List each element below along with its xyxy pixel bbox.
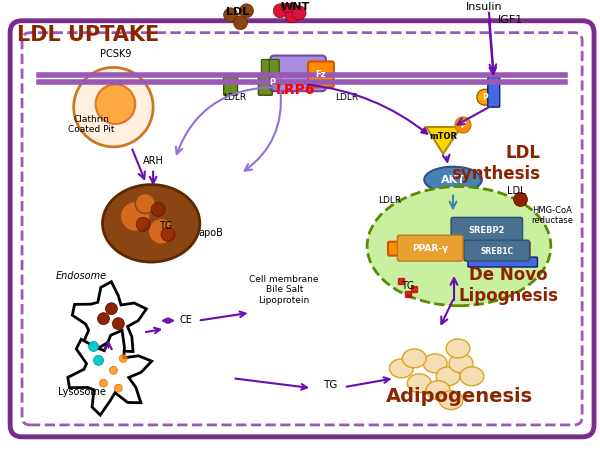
Text: LRP6: LRP6 — [275, 83, 315, 97]
Circle shape — [455, 117, 471, 133]
Text: Fz: Fz — [316, 70, 326, 79]
Circle shape — [151, 202, 165, 216]
Circle shape — [89, 342, 98, 351]
Circle shape — [136, 217, 150, 231]
Ellipse shape — [103, 184, 200, 262]
Circle shape — [281, 0, 295, 13]
Text: P: P — [460, 121, 466, 130]
Text: LDL: LDL — [507, 185, 526, 196]
FancyBboxPatch shape — [388, 242, 530, 256]
Ellipse shape — [389, 359, 413, 378]
Circle shape — [239, 4, 253, 18]
Polygon shape — [68, 330, 152, 415]
Circle shape — [115, 384, 122, 392]
Circle shape — [263, 73, 281, 91]
Circle shape — [112, 318, 124, 329]
Text: Lysosome: Lysosome — [58, 387, 106, 397]
Text: HMG-CoA
reductase: HMG-CoA reductase — [532, 206, 574, 225]
Circle shape — [94, 356, 103, 365]
Ellipse shape — [407, 374, 431, 393]
Text: LDLR: LDLR — [378, 197, 401, 206]
Text: Insulin: Insulin — [466, 2, 502, 12]
Text: De Novo
Lipognesis: De Novo Lipognesis — [458, 266, 559, 305]
Circle shape — [224, 8, 238, 22]
Text: CE: CE — [179, 315, 193, 324]
Circle shape — [100, 379, 107, 387]
FancyBboxPatch shape — [271, 55, 326, 91]
Text: Cell membrane
Bile Salt
Lipoprotein: Cell membrane Bile Salt Lipoprotein — [250, 275, 319, 305]
Circle shape — [477, 89, 493, 105]
Ellipse shape — [446, 339, 470, 358]
Ellipse shape — [423, 354, 447, 373]
Circle shape — [135, 194, 155, 213]
Circle shape — [161, 227, 175, 241]
Circle shape — [95, 84, 135, 124]
Circle shape — [98, 313, 109, 324]
Text: SREB1C: SREB1C — [480, 247, 513, 256]
Text: apoB: apoB — [198, 228, 223, 238]
Text: LDLR: LDLR — [335, 93, 358, 102]
Circle shape — [285, 9, 299, 23]
FancyBboxPatch shape — [468, 257, 538, 267]
FancyBboxPatch shape — [262, 59, 271, 75]
Circle shape — [233, 16, 247, 30]
Ellipse shape — [439, 391, 463, 410]
Text: PCSK9: PCSK9 — [100, 50, 131, 59]
FancyBboxPatch shape — [464, 240, 529, 261]
Ellipse shape — [460, 367, 484, 386]
Text: P: P — [269, 78, 275, 87]
Text: mTOR: mTOR — [429, 132, 457, 141]
Circle shape — [514, 193, 527, 207]
Ellipse shape — [424, 166, 482, 193]
Polygon shape — [426, 127, 461, 154]
Ellipse shape — [436, 367, 460, 386]
Circle shape — [121, 202, 150, 231]
Circle shape — [119, 355, 127, 362]
Text: LDLR: LDLR — [223, 93, 246, 102]
Text: Endosome: Endosome — [56, 271, 107, 281]
Circle shape — [292, 6, 306, 20]
Text: SREBP2: SREBP2 — [469, 226, 505, 235]
Ellipse shape — [403, 349, 426, 368]
Ellipse shape — [426, 381, 450, 400]
Text: LDL
synthesis: LDL synthesis — [451, 144, 541, 183]
Text: LDL UPTAKE: LDL UPTAKE — [17, 25, 160, 45]
Text: WNT: WNT — [281, 2, 310, 12]
Text: LDL: LDL — [226, 7, 249, 17]
Text: ARH: ARH — [143, 156, 164, 166]
Circle shape — [109, 366, 118, 374]
Circle shape — [273, 4, 287, 18]
FancyBboxPatch shape — [397, 235, 463, 261]
Text: PPAR-γ: PPAR-γ — [412, 243, 448, 252]
FancyBboxPatch shape — [308, 62, 334, 87]
Text: IGF1: IGF1 — [498, 15, 523, 25]
Circle shape — [106, 303, 118, 315]
FancyBboxPatch shape — [488, 77, 500, 107]
Ellipse shape — [449, 354, 473, 373]
Circle shape — [74, 68, 153, 147]
Text: Adipogenesis: Adipogenesis — [385, 387, 533, 406]
FancyBboxPatch shape — [224, 75, 238, 95]
Text: TG: TG — [401, 281, 414, 291]
Text: TG: TG — [160, 221, 173, 231]
Polygon shape — [73, 282, 146, 354]
FancyBboxPatch shape — [451, 217, 523, 243]
Text: P: P — [482, 93, 488, 102]
Circle shape — [148, 218, 174, 244]
FancyBboxPatch shape — [259, 75, 272, 95]
Ellipse shape — [367, 187, 551, 306]
FancyBboxPatch shape — [269, 59, 279, 75]
Text: Clathrin
Coated Pit: Clathrin Coated Pit — [68, 115, 115, 134]
Text: TG: TG — [323, 380, 337, 390]
Text: AKT: AKT — [440, 175, 466, 184]
